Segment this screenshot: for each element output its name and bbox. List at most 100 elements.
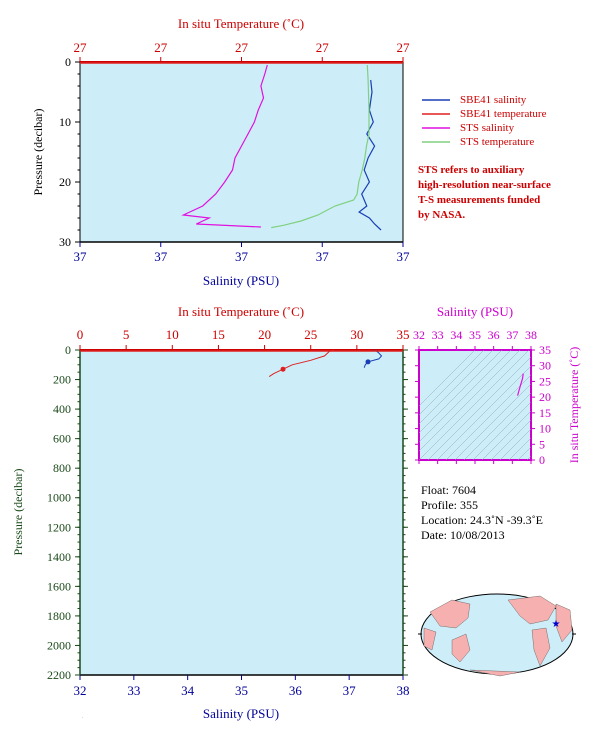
bottom-chart: In situ Temperature (˚C) Salinity (PSU) … — [11, 304, 410, 721]
ts-series — [517, 373, 524, 396]
bottom-x-bottom-tick-label: 38 — [397, 683, 410, 698]
top-note: STS refers to auxiliary high-resolution … — [418, 164, 551, 221]
bottom-x-top-tick-label: 30 — [350, 327, 363, 342]
top-y-ticks: 0 10 20 30 — [59, 55, 80, 249]
top-y-tick-label: 10 — [59, 115, 71, 129]
bottom-y-tick-label: 1600 — [47, 579, 71, 593]
ts-isoline — [436, 365, 531, 460]
ts-y-tick-label: 10 — [539, 422, 551, 436]
bottom-y-tick-label: 600 — [53, 432, 71, 446]
float-id: Float: 7604 — [421, 483, 476, 497]
ts-y-tick-label: 0 — [539, 453, 545, 467]
top-x-top-tick-label: 27 — [316, 40, 330, 55]
bottom-x-bottom-tick-label: 37 — [343, 683, 357, 698]
top-x-top-tick-label: 27 — [235, 40, 249, 55]
ts-isoline — [419, 350, 521, 452]
bottom-y-tick-label: 0 — [65, 343, 71, 357]
ts-density-isolines — [419, 350, 531, 460]
top-x-top-tick-label: 27 — [154, 40, 168, 55]
ts-isoline — [427, 356, 531, 460]
top-series — [80, 62, 403, 231]
ts-isoline — [454, 383, 531, 460]
bottom-x-top-tick-label: 0 — [77, 327, 84, 342]
ts-isoline — [472, 401, 531, 460]
bottom-y-tick-label: 400 — [53, 402, 71, 416]
series-sts-temperature — [271, 64, 370, 229]
map-land — [423, 595, 573, 677]
ts-isoline — [481, 410, 531, 460]
ts-y-tick-label: 35 — [539, 343, 551, 357]
land-antarctica — [469, 669, 521, 677]
land-australia — [451, 633, 471, 663]
bottom-x-top-ticks: 0 5 10 15 20 25 30 35 — [77, 327, 410, 350]
bottom-x-top-tick-label: 10 — [166, 327, 179, 342]
float-location-marker: ★ — [552, 619, 561, 630]
top-x-top-ticks: 27 27 27 27 27 — [74, 40, 410, 62]
note-line-2: high-resolution near-surface — [418, 179, 551, 191]
legend-sts-temperature: STS temperature — [460, 136, 534, 148]
bottom-x-top-tick-label: 35 — [397, 327, 410, 342]
bottom-y-tick-label: 2000 — [47, 638, 71, 652]
bottom-x-top-tick-label: 20 — [258, 327, 271, 342]
ts-x-tick-label: 33 — [432, 328, 444, 342]
note-line-4: by NASA. — [418, 209, 465, 221]
top-y-label: Pressure (decibar) — [31, 109, 45, 196]
land-europe-africa — [555, 603, 573, 643]
ts-y-tick-label: 20 — [539, 390, 551, 404]
bottom-series-marker — [365, 359, 371, 365]
ts-x-tick-label: 34 — [450, 328, 462, 342]
note-line-1: STS refers to auxiliary — [418, 164, 525, 176]
top-plot-area — [79, 61, 404, 243]
bottom-y-tick-label: 2200 — [47, 668, 71, 682]
ts-y-tick-label: 15 — [539, 406, 551, 420]
bottom-x-bottom-ticks: 32 33 34 35 36 37 38 — [74, 675, 410, 698]
top-y-tick-label: 20 — [59, 175, 71, 189]
ts-isoline — [445, 374, 531, 460]
bottom-y-tick-label: 200 — [53, 373, 71, 387]
bottom-y-tick-label: 1000 — [47, 491, 71, 505]
land-north-america — [507, 595, 557, 625]
ts-x-label: Salinity (PSU) — [437, 304, 513, 319]
ts-isoline — [419, 350, 476, 407]
bottom-y-ticks: 0 200 400 600 800 1000 1200 1400 1600 1800 2000 220… — [47, 343, 408, 682]
ts-x-tick-label: 32 — [413, 328, 425, 342]
note-line-3: T-S measurements funded — [418, 194, 540, 206]
top-x-bottom-tick-label: 37 — [235, 249, 249, 264]
bottom-x-bottom-tick-label: 32 — [74, 683, 87, 698]
profile-number: Profile: 355 — [421, 498, 478, 512]
ts-isoline — [419, 350, 485, 416]
ts-isoline — [419, 350, 494, 425]
ts-x-tick-label: 35 — [469, 328, 481, 342]
bottom-x-bottom-tick-label: 36 — [289, 683, 303, 698]
legend-sbe41-temperature: SBE41 temperature — [460, 108, 547, 120]
ts-isoline — [508, 437, 531, 460]
date: Date: 10/08/2013 — [421, 528, 505, 542]
ts-x-ticks: 32 33 34 35 36 37 38 — [413, 328, 537, 464]
bottom-x-top-tick-label: 25 — [304, 327, 317, 342]
bottom-x-bottom-tick-label: 35 — [235, 683, 248, 698]
ts-isoline — [517, 446, 531, 460]
ts-isoline — [419, 350, 503, 434]
land-south-america — [531, 627, 551, 667]
top-x-bottom-label: Salinity (PSU) — [203, 273, 279, 288]
float-info: Float: 7604 Profile: 355 Location: 24.3˚… — [421, 483, 543, 542]
bottom-y-tick-label: 1800 — [47, 609, 71, 623]
bottom-x-bottom-tick-label: 33 — [127, 683, 140, 698]
top-y-tick-label: 30 — [59, 235, 71, 249]
bottom-y-label: Pressure (decibar) — [11, 469, 25, 556]
ts-isoline — [490, 419, 531, 460]
ts-x-tick-label: 37 — [506, 328, 518, 342]
land-asia-west — [429, 599, 471, 629]
ts-isoline — [419, 350, 530, 460]
location: Location: 24.3˚N -39.3˚E — [421, 513, 543, 527]
series-sts-salinity — [181, 64, 268, 228]
top-x-top-label: In situ Temperature (˚C) — [178, 16, 304, 31]
legend-sts-salinity: STS salinity — [460, 122, 515, 134]
ts-y-tick-label: 25 — [539, 374, 551, 388]
top-x-bottom-tick-label: 37 — [154, 249, 168, 264]
ts-chart: Salinity (PSU) In situ Temperature (˚C) … — [413, 304, 581, 467]
top-x-bottom-tick-label: 37 — [74, 249, 88, 264]
ts-isoline — [419, 350, 512, 443]
